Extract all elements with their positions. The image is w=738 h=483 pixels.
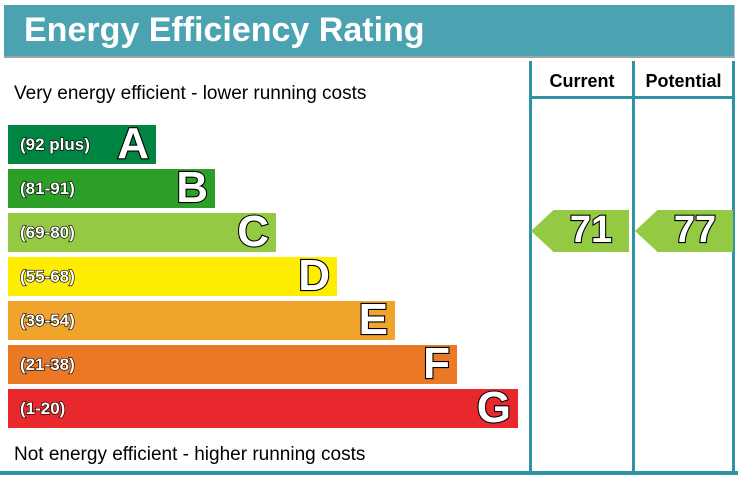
top-efficiency-note: Very energy efficient - lower running co…: [14, 83, 367, 104]
band-letter: A: [116, 119, 150, 168]
chart-bottom-border: [0, 471, 738, 475]
band-letter: B: [175, 163, 209, 212]
table-header-underline: [529, 96, 735, 99]
bottom-efficiency-note: Not energy efficient - higher running co…: [14, 444, 366, 465]
rating-band: (1-20) G: [8, 383, 518, 432]
band-letter: D: [297, 251, 331, 300]
band-range-label: (1-20): [19, 398, 66, 418]
band-letter: F: [422, 339, 451, 388]
band-letter: E: [358, 295, 390, 344]
band-range-label: (39-54): [19, 310, 75, 330]
band-range-label: (69-80): [19, 222, 75, 242]
current-rating-value: 71: [569, 209, 613, 252]
rating-band: (81-91) B: [8, 163, 215, 212]
band-range-label: (92 plus): [19, 134, 90, 154]
table-divider-middle: [632, 61, 635, 474]
band-letter: G: [476, 383, 512, 432]
band-range-label: (81-91): [19, 178, 75, 198]
rating-band: (21-38) F: [8, 339, 457, 388]
chart-title-bar: Energy Efficiency Rating: [4, 5, 735, 58]
potential-rating-value: 77: [673, 209, 717, 252]
table-divider-right: [732, 61, 735, 474]
rating-band: (92 plus) A: [8, 119, 156, 168]
page-title: Energy Efficiency Rating: [24, 11, 425, 49]
rating-band: (55-68) D: [8, 251, 337, 300]
rating-band: (69-80) C: [8, 207, 276, 256]
potential-rating-arrow: 77: [635, 210, 733, 252]
band-range-label: (21-38): [19, 354, 75, 374]
current-rating-arrow: 71: [531, 210, 629, 252]
table-divider-left: [529, 61, 532, 474]
current-column-header: Current: [549, 71, 615, 91]
rating-band: (39-54) E: [8, 295, 395, 344]
band-letter: C: [236, 207, 270, 256]
band-range-label: (55-68): [19, 266, 75, 286]
potential-column-header: Potential: [645, 71, 722, 91]
